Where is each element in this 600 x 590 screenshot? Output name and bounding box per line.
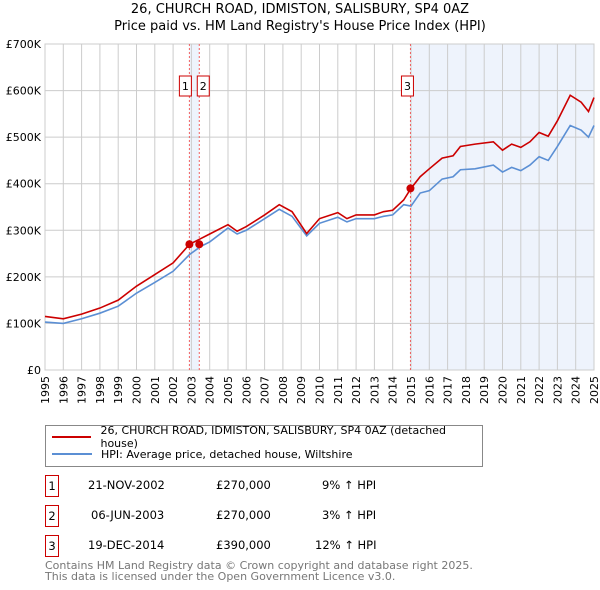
x-tick-label: 2013: [368, 376, 381, 404]
x-tick-label: 1996: [57, 376, 70, 404]
y-tick-label: £100K: [6, 317, 42, 330]
sale-label-box: [196, 75, 210, 97]
sale-date: 19-DEC-2014: [88, 538, 165, 552]
sale-number: 3: [45, 535, 59, 557]
x-tick-label: 2000: [131, 376, 144, 404]
x-tick-label: 2018: [460, 376, 473, 404]
x-tick-label: 2002: [167, 376, 180, 404]
x-tick-label: 2016: [423, 376, 436, 404]
x-tick-label: 1997: [76, 376, 89, 404]
y-tick-label: £500K: [6, 131, 42, 144]
sale-date: 21-NOV-2002: [88, 478, 165, 492]
x-tick-label: 2021: [515, 376, 528, 404]
x-tick-label: 2007: [259, 376, 272, 404]
sale-row: 1 21-NOV-2002 £270,000 9% ↑ HPI: [45, 475, 445, 497]
shade-ownership-1: [189, 44, 200, 370]
x-tick-label: 2023: [551, 376, 564, 404]
x-tick-label: 2004: [204, 376, 217, 404]
sale-label: 3: [404, 80, 411, 93]
x-tick-label: 1998: [94, 376, 107, 404]
x-tick-label: 2014: [387, 376, 400, 404]
sale-price: £390,000: [216, 538, 271, 552]
x-tick-label: 1995: [39, 376, 52, 404]
y-tick-label: £700K: [6, 38, 42, 51]
legend-label-hpi: HPI: Average price, detached house, Wilt…: [101, 447, 353, 461]
y-tick-label: £600K: [6, 85, 42, 98]
sale-row: 3 19-DEC-2014 £390,000 12% ↑ HPI: [45, 535, 445, 557]
property-price-line: [44, 94, 595, 320]
y-tick-label: £200K: [6, 271, 42, 284]
chart-subtitle: Price paid vs. HM Land Registry's House …: [114, 19, 486, 34]
y-tick-label: £400K: [6, 178, 42, 191]
x-tick-label: 2003: [185, 376, 198, 404]
sale-hpi-diff: 12% ↑ HPI: [315, 538, 377, 552]
legend-swatch-property: [52, 436, 92, 438]
sale-hpi-diff: 9% ↑ HPI: [322, 478, 377, 492]
x-tick-label: 2012: [350, 376, 363, 404]
sale-label: 1: [182, 80, 189, 93]
x-tick-label: 2001: [149, 376, 162, 404]
x-tick-label: 1999: [112, 376, 125, 404]
x-tick-label: 2024: [570, 376, 583, 404]
hpi-line: [44, 124, 595, 325]
sale-hpi-diff: 3% ↑ HPI: [322, 508, 377, 522]
legend-label-property: 26, CHURCH ROAD, IDMISTON, SALISBURY, SP…: [100, 424, 446, 450]
x-tick-label: 2022: [533, 376, 546, 404]
sale-point: [406, 184, 415, 193]
sale-point: [195, 240, 204, 249]
x-tick-label: 2008: [277, 376, 290, 404]
chart-title: 26, CHURCH ROAD, IDMISTON, SALISBURY, SP…: [130, 2, 470, 17]
x-tick-label: 2025: [588, 376, 600, 404]
x-tick-label: 2009: [295, 376, 308, 404]
x-tick-label: 2015: [405, 376, 418, 404]
x-tick-label: 2019: [478, 376, 491, 404]
x-tick-label: 2017: [442, 376, 455, 404]
sale-number: 2: [45, 505, 59, 527]
sale-price: £270,000: [216, 508, 271, 522]
sale-row: 2 06-JUN-2003 £270,000 3% ↑ HPI: [45, 505, 445, 527]
x-tick-label: 2005: [222, 376, 235, 404]
sale-price: £270,000: [216, 478, 271, 492]
footer-line-2: This data is licensed under the Open Gov…: [45, 570, 396, 583]
footer-line-1: Contains HM Land Registry data © Crown c…: [45, 559, 473, 572]
x-tick-label: 2011: [332, 376, 345, 404]
sale-label-box: [400, 75, 414, 97]
sale-date: 06-JUN-2003: [91, 508, 165, 522]
y-tick-label: £300K: [6, 224, 42, 237]
sale-number: 1: [45, 475, 59, 497]
sale-label: 2: [200, 80, 207, 93]
sale-label-box: [178, 75, 192, 97]
y-tick-label: £0: [27, 364, 41, 377]
legend-swatch-hpi: [52, 453, 92, 455]
x-tick-label: 2020: [497, 376, 510, 404]
x-tick-label: 2010: [314, 376, 327, 404]
footer: Contains HM Land Registry data © Crown c…: [45, 560, 473, 582]
x-tick-label: 2006: [240, 376, 253, 404]
sale-point: [185, 240, 194, 249]
plot-area: 1995 1996 1997 1998 1999 2000 2001 2002 2003 2004…: [6, 38, 600, 404]
legend: 26, CHURCH ROAD, IDMISTON, SALISBURY, SP…: [45, 424, 483, 467]
